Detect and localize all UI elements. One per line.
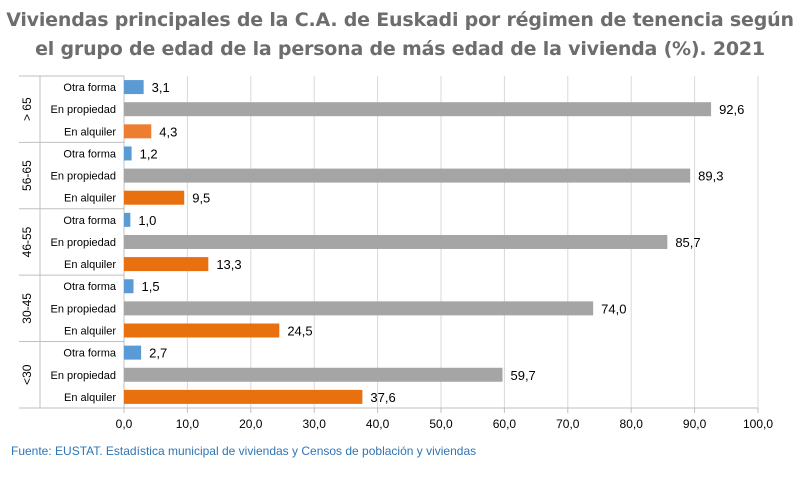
category-label: En propiedad: [51, 104, 116, 116]
data-label: 59,7: [510, 368, 535, 383]
bar: [124, 367, 503, 382]
chart-title: Viviendas principales de la C.A. de Eusk…: [0, 6, 800, 64]
source-note: Fuente: EUSTAT. Estadística municipal de…: [11, 444, 477, 458]
bar: [124, 146, 132, 161]
group-label: <30: [20, 364, 34, 385]
data-label: 4,3: [159, 124, 177, 139]
bar: [124, 190, 185, 205]
category-label: Otra forma: [63, 82, 116, 94]
bar: [124, 279, 134, 294]
x-tick-label: 40,0: [366, 417, 390, 431]
x-tick-label: 70,0: [556, 417, 580, 431]
x-tick-label: 0,0: [116, 417, 133, 431]
bar: [124, 234, 668, 249]
x-tick-label: 10,0: [176, 417, 200, 431]
category-label: En propiedad: [51, 303, 116, 315]
data-label: 37,6: [370, 390, 395, 405]
data-label: 2,7: [149, 346, 167, 361]
bar: [124, 389, 363, 404]
bar: [124, 168, 691, 183]
group-label: > 65: [20, 97, 34, 121]
data-label: 9,5: [192, 191, 210, 206]
data-label: 1,2: [140, 146, 158, 161]
data-label: 13,3: [216, 257, 241, 272]
category-label: En alquiler: [64, 193, 116, 205]
category-label: En propiedad: [51, 171, 116, 183]
bar: [124, 301, 594, 316]
category-label: En propiedad: [51, 237, 116, 249]
bar: [124, 345, 142, 360]
x-tick-label: 100,0: [743, 417, 773, 431]
data-label: 89,3: [698, 169, 723, 184]
x-tick-label: 60,0: [493, 417, 517, 431]
x-tick-label: 50,0: [429, 417, 453, 431]
category-label: En alquiler: [64, 392, 116, 404]
x-tick-label: 30,0: [303, 417, 327, 431]
category-label: En alquiler: [64, 259, 116, 271]
chart-title-line-1: Viviendas principales de la C.A. de Eusk…: [6, 9, 794, 31]
category-label: Otra forma: [63, 215, 116, 227]
bar: [124, 323, 280, 338]
category-label: Otra forma: [63, 148, 116, 160]
x-tick-label: 90,0: [683, 417, 707, 431]
data-label: 3,1: [152, 80, 170, 95]
bar: [124, 102, 712, 117]
group-label: 56-65: [20, 160, 34, 191]
category-label: En alquiler: [64, 126, 116, 138]
category-label: En propiedad: [51, 370, 116, 382]
category-label: En alquiler: [64, 325, 116, 337]
bar: [124, 257, 209, 272]
bar: [124, 80, 144, 95]
data-label: 92,6: [719, 102, 744, 117]
category-label: Otra forma: [63, 281, 116, 293]
data-label: 1,5: [142, 279, 160, 294]
chart-title-line-2: el grupo de edad de la persona de más ed…: [35, 38, 765, 60]
x-tick-label: 80,0: [620, 417, 644, 431]
bar: [124, 212, 131, 227]
data-label: 24,5: [287, 323, 312, 338]
data-label: 85,7: [675, 235, 700, 250]
data-label: 74,0: [601, 301, 626, 316]
data-label: 1,0: [138, 213, 156, 228]
x-tick-label: 20,0: [239, 417, 263, 431]
bar: [124, 124, 152, 139]
group-label: 46-55: [20, 226, 34, 257]
category-label: Otra forma: [63, 348, 116, 360]
group-label: 30-45: [20, 293, 34, 324]
